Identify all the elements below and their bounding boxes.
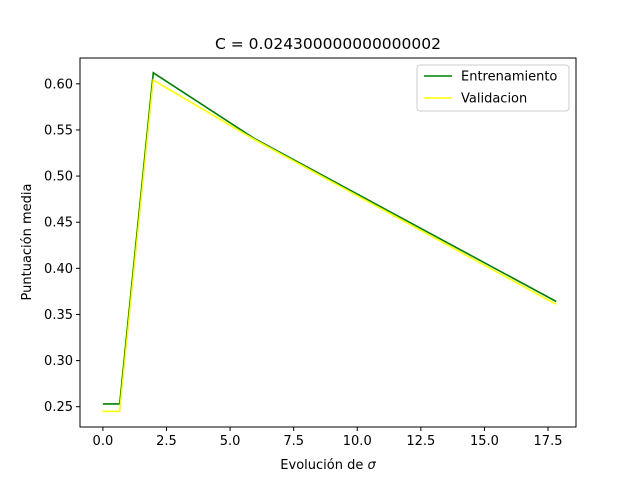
x-tick-label: 17.5 — [534, 434, 563, 449]
legend: Entrenamiento Validacion — [416, 64, 570, 112]
y-tick-label: 0.45 — [44, 216, 73, 231]
y-tick-label: 0.50 — [44, 170, 73, 185]
y-tick-label: 0.40 — [44, 262, 73, 277]
series-line-0 — [102, 71, 557, 405]
series-layer — [102, 71, 557, 413]
x-axis: 0.0 2.5 5.0 7.5 10.0 12.5 15.0 17.5 — [93, 427, 563, 449]
y-tick-label: 0.60 — [44, 77, 73, 92]
y-tick-label: 0.55 — [44, 123, 73, 138]
y-tick-label: 0.25 — [44, 400, 73, 415]
x-axis-label: Evolución de σ — [280, 458, 376, 473]
x-axis-label-symbol: σ — [367, 458, 376, 473]
x-tick-label: 7.5 — [283, 434, 304, 449]
chart-title: C = 0.024300000000000002 — [215, 35, 441, 53]
x-tick-label: 12.5 — [406, 434, 435, 449]
y-tick-label: 0.35 — [44, 308, 73, 323]
plot-frame — [79, 57, 577, 428]
x-tick-label: 0.0 — [93, 434, 114, 449]
y-tick-label: 0.30 — [44, 354, 73, 369]
legend-box — [416, 64, 570, 112]
x-axis-label-prefix: Evolución de — [280, 458, 367, 473]
series-line-1 — [102, 78, 557, 413]
x-tick-label: 15.0 — [470, 434, 499, 449]
x-tick-label: 5.0 — [220, 434, 241, 449]
x-tick-label: 10.0 — [343, 434, 372, 449]
y-axis-label: Puntuación media — [20, 184, 35, 301]
x-tick-label: 2.5 — [156, 434, 177, 449]
legend-label-1: Validacion — [461, 92, 527, 107]
y-axis: 0.25 0.30 0.35 0.40 0.45 0.50 0.55 0.60 — [44, 77, 80, 415]
legend-label-0: Entrenamiento — [461, 70, 557, 85]
